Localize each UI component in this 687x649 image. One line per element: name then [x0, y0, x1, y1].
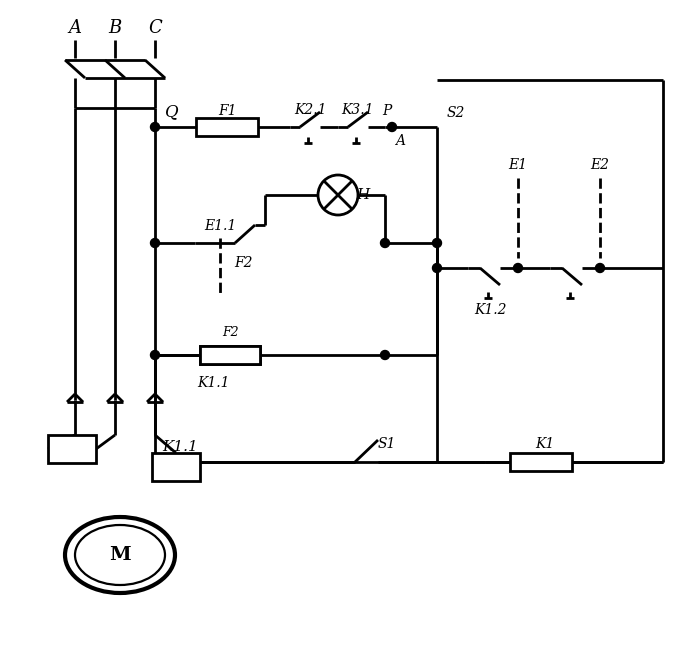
Text: P: P [382, 104, 392, 118]
Circle shape [433, 238, 442, 247]
Bar [152, 453, 200, 481]
Circle shape [513, 263, 523, 273]
Text: K1: K1 [535, 437, 554, 451]
Text: K1.1: K1.1 [162, 440, 198, 454]
Bar [48, 435, 96, 463]
Circle shape [150, 123, 159, 132]
Circle shape [150, 350, 159, 360]
Text: F2: F2 [222, 326, 238, 339]
Text: K1.1: K1.1 [196, 376, 229, 390]
Text: S1: S1 [378, 437, 396, 451]
Text: Q: Q [165, 103, 179, 121]
Text: H: H [357, 188, 370, 202]
Bar [200, 346, 260, 364]
Circle shape [381, 350, 390, 360]
Bar [510, 453, 572, 471]
Text: E2: E2 [591, 158, 609, 172]
Text: F2: F2 [234, 256, 252, 270]
Text: K3.1: K3.1 [341, 103, 373, 117]
Circle shape [150, 238, 159, 247]
Text: A: A [395, 134, 405, 148]
Text: E1.1: E1.1 [204, 219, 236, 233]
Circle shape [596, 263, 605, 273]
Circle shape [381, 238, 390, 247]
Circle shape [433, 263, 442, 273]
Text: F1: F1 [218, 104, 236, 118]
Text: M: M [109, 546, 131, 564]
Bar [200, 346, 260, 364]
Circle shape [387, 123, 396, 132]
Text: K2: K2 [70, 440, 89, 454]
Text: E1: E1 [508, 158, 528, 172]
Text: C: C [148, 19, 162, 37]
Text: K2.1: K2.1 [294, 103, 326, 117]
Bar [196, 118, 258, 136]
Text: K1.2: K1.2 [474, 303, 506, 317]
Text: A: A [69, 19, 82, 37]
Text: K3: K3 [170, 458, 190, 472]
Text: S2: S2 [447, 106, 465, 120]
Text: B: B [109, 19, 122, 37]
